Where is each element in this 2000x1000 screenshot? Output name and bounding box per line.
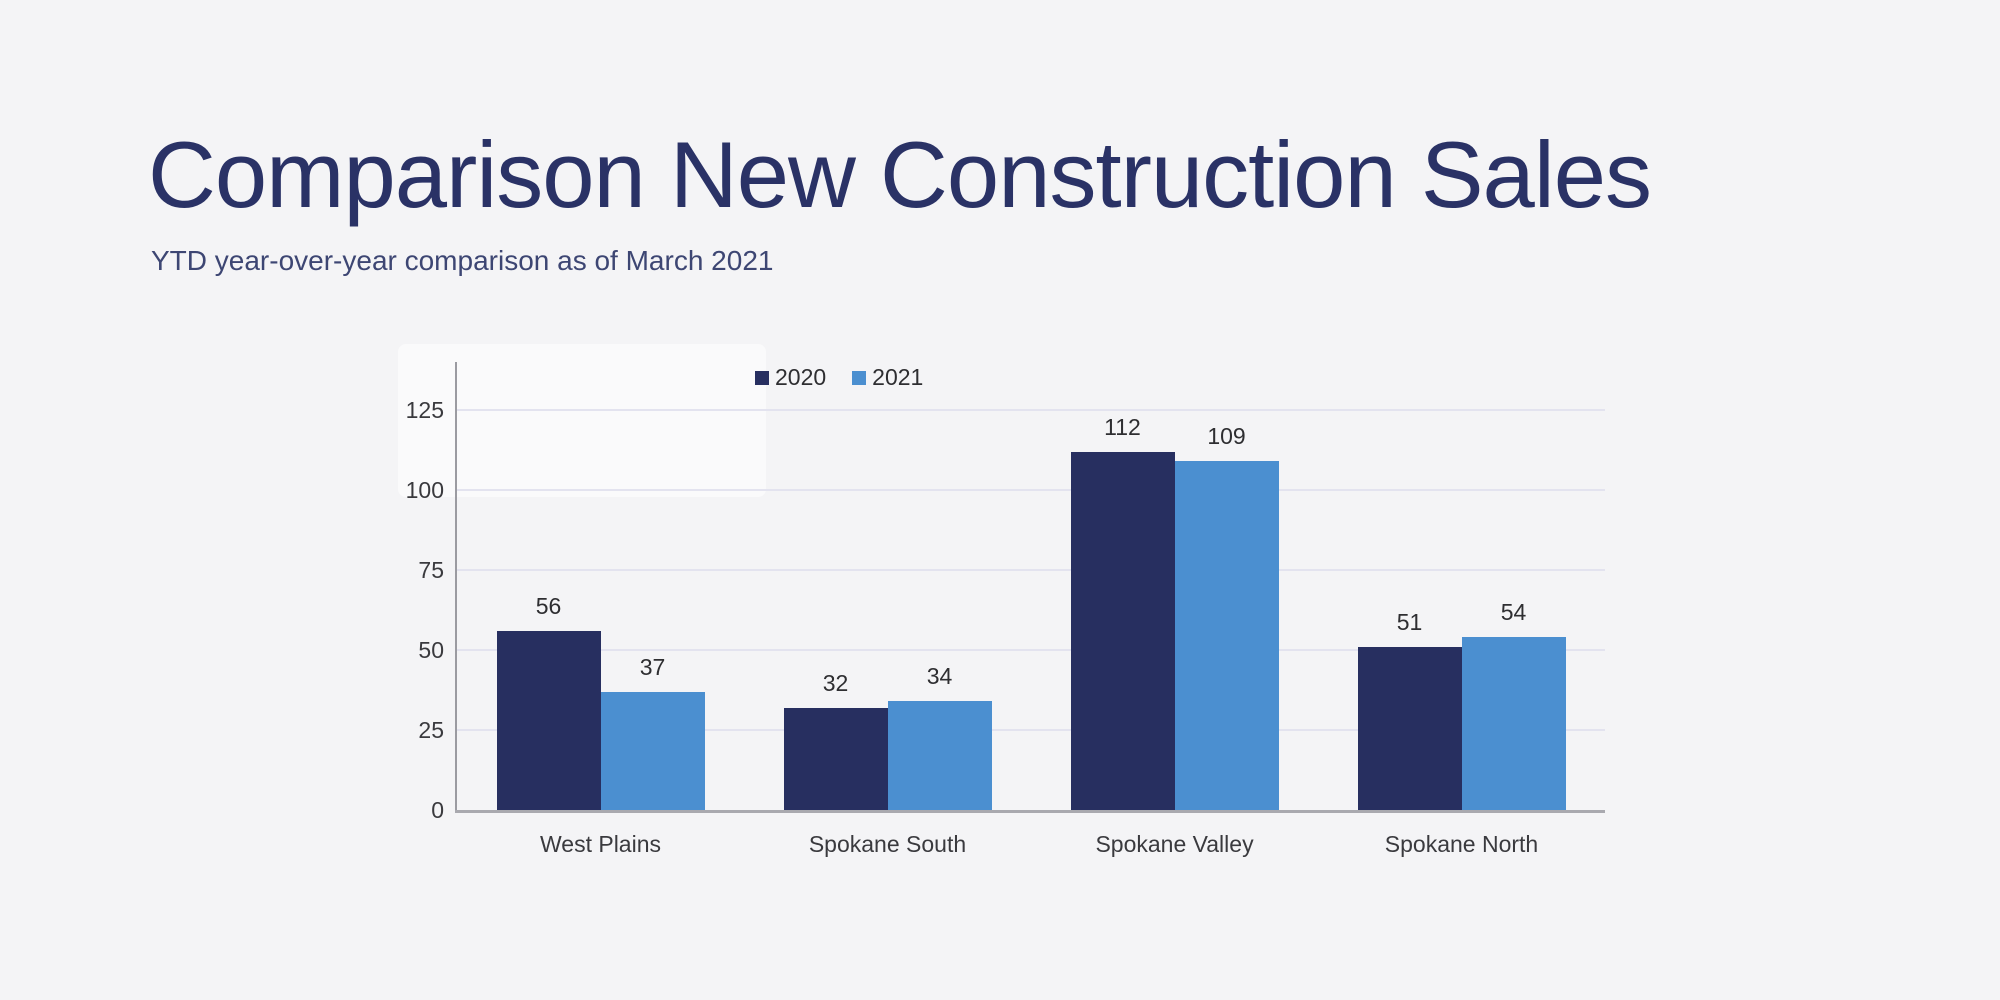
y-axis-line	[455, 362, 457, 810]
bar-2020-spokane-valley	[1070, 451, 1175, 810]
gridline-50	[457, 649, 1605, 651]
category-label-spokane-north: Spokane North	[1384, 831, 1539, 857]
value-label-2020-spokane-valley: 112	[1104, 413, 1141, 440]
legend-swatch-2020	[755, 370, 769, 385]
legend-swatch-2021	[852, 370, 867, 385]
bar-2021-spokane-valley	[1174, 461, 1279, 810]
value-label-2021-west-plains: 37	[639, 653, 666, 680]
category-label-west-plains: West Plains	[539, 831, 661, 857]
bar-2021-spokane-south	[887, 701, 992, 810]
legend-item-2021: 2021	[852, 366, 923, 389]
slide-title: Comparison New Construction Sales	[148, 122, 1652, 227]
gridline-125	[457, 409, 1605, 411]
chart-legend: 2020 2021	[755, 366, 923, 389]
category-label-spokane-south: Spokane South	[808, 831, 967, 857]
y-tick-label-125: 125	[405, 397, 444, 423]
bar-2021-west-plains	[600, 691, 705, 810]
bar-2020-spokane-south	[783, 707, 888, 810]
y-tick-label-100: 100	[405, 477, 444, 503]
legend-label-2020: 2020	[775, 364, 827, 390]
value-label-2020-spokane-north: 51	[1396, 608, 1423, 635]
y-tick-label-50: 50	[418, 637, 444, 663]
gridline-25	[457, 729, 1605, 731]
y-tick-label-75: 75	[418, 557, 444, 583]
value-label-2021-spokane-north: 54	[1500, 599, 1527, 626]
bar-2020-spokane-north	[1357, 646, 1462, 810]
value-label-2021-spokane-south: 34	[926, 663, 953, 690]
slide-subtitle: YTD year-over-year comparison as of Marc…	[151, 245, 774, 276]
gridline-75	[457, 569, 1605, 571]
value-label-2021-spokane-valley: 109	[1207, 423, 1246, 450]
legend-label-2021: 2021	[872, 364, 924, 390]
category-label-spokane-valley: Spokane Valley	[1095, 831, 1254, 857]
value-label-2020-west-plains: 56	[535, 592, 562, 619]
gridline-100	[457, 489, 1605, 491]
bar-2021-spokane-north	[1461, 637, 1566, 810]
x-axis-line	[455, 810, 1605, 813]
y-tick-label-25: 25	[418, 717, 444, 743]
chart-backdrop-panel	[398, 344, 766, 497]
y-tick-label-0: 0	[431, 797, 444, 823]
bar-2020-west-plains	[496, 630, 601, 810]
legend-item-2020: 2020	[755, 366, 826, 389]
value-label-2020-spokane-south: 32	[822, 669, 849, 696]
